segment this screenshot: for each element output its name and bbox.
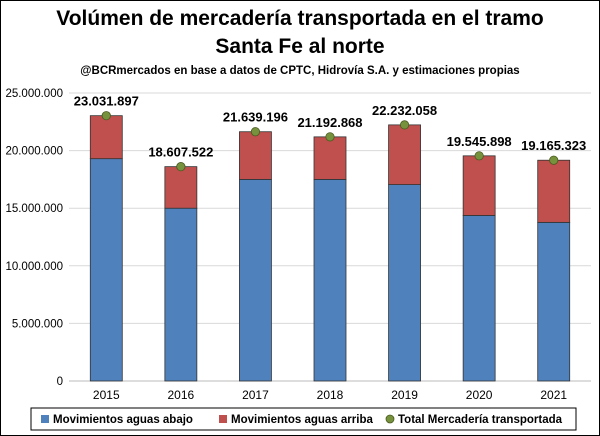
legend-marker bbox=[385, 414, 395, 424]
bar-aguas-abajo bbox=[164, 207, 198, 382]
bar-aguas-arriba bbox=[239, 131, 272, 180]
x-tick-label: 2021 bbox=[540, 388, 567, 402]
total-point bbox=[176, 162, 186, 172]
total-point bbox=[549, 155, 559, 165]
chart-subtitle: @BCRmercados en base a datos de CPTC, Hi… bbox=[80, 65, 520, 77]
bar-aguas-abajo bbox=[537, 221, 571, 382]
y-tick-label: 20.000.000 bbox=[5, 146, 63, 158]
data-label: 21.192.868 bbox=[297, 115, 362, 130]
bar-aguas-arriba bbox=[313, 136, 347, 180]
bar-aguas-abajo bbox=[313, 178, 347, 382]
bar-aguas-arriba bbox=[462, 155, 496, 216]
y-tick-label: 15.000.000 bbox=[5, 203, 63, 215]
bar-aguas-arriba bbox=[537, 159, 571, 223]
chart-title: Volúmen de mercadería transportada en el… bbox=[56, 7, 544, 30]
total-point bbox=[325, 132, 335, 142]
bar-aguas-arriba bbox=[89, 115, 123, 160]
total-point bbox=[474, 151, 484, 161]
bar-aguas-arriba bbox=[164, 166, 198, 209]
data-label: 21.639.196 bbox=[223, 110, 288, 125]
legend-box bbox=[30, 407, 577, 431]
x-tick-label: 2015 bbox=[93, 388, 120, 402]
data-label: 18.607.522 bbox=[148, 145, 213, 160]
bar-aguas-abajo bbox=[462, 215, 496, 382]
x-tick-label: 2020 bbox=[466, 388, 493, 402]
legend-label: Movimientos aguas abajo bbox=[53, 414, 193, 426]
y-tick-label: 25.000.000 bbox=[5, 88, 63, 100]
x-tick-label: 2019 bbox=[391, 388, 418, 402]
data-label: 23.031.897 bbox=[74, 94, 139, 109]
bar-aguas-abajo bbox=[388, 184, 421, 382]
y-tick-label: 5.000.000 bbox=[12, 318, 63, 330]
legend-marker bbox=[219, 415, 227, 423]
bar-aguas-abajo bbox=[89, 158, 123, 382]
x-tick-label: 2018 bbox=[317, 388, 344, 402]
x-tick-label: 2016 bbox=[168, 388, 195, 402]
y-tick-label: 10.000.000 bbox=[5, 261, 63, 273]
chart-title-line2: Santa Fe al norte bbox=[215, 35, 385, 58]
y-tick-label: 0 bbox=[57, 376, 63, 388]
total-point bbox=[101, 111, 111, 121]
legend-label: Total Mercadería transportada bbox=[398, 414, 563, 426]
bar-aguas-abajo bbox=[239, 178, 272, 382]
bar-aguas-arriba bbox=[388, 124, 421, 185]
data-label: 19.165.323 bbox=[521, 138, 586, 153]
legend-label: Movimientos aguas arriba bbox=[231, 414, 373, 426]
data-label: 19.545.898 bbox=[447, 134, 512, 149]
total-point bbox=[399, 120, 410, 130]
legend-marker bbox=[41, 415, 49, 423]
data-label: 22.232.058 bbox=[372, 103, 437, 118]
x-tick-label: 2017 bbox=[242, 388, 269, 402]
total-point bbox=[250, 127, 261, 137]
